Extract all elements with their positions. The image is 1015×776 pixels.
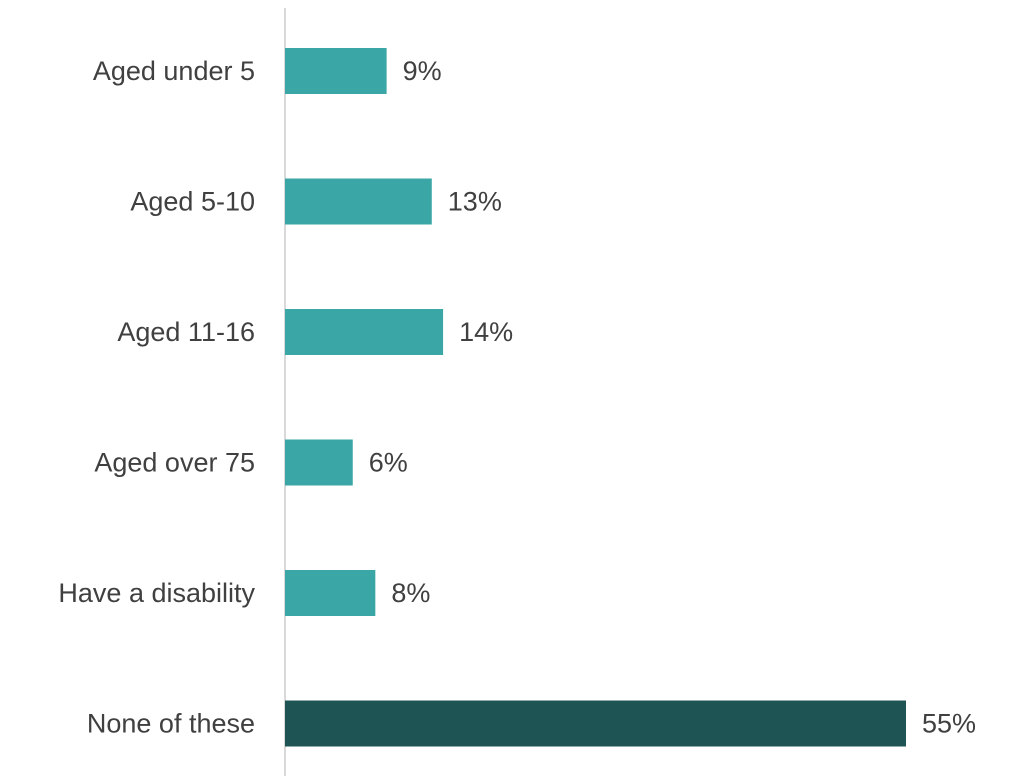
bar bbox=[285, 439, 353, 486]
data-label: 13% bbox=[448, 187, 502, 217]
bar bbox=[285, 700, 906, 747]
category-label: Aged over 75 bbox=[94, 448, 255, 478]
data-label: 55% bbox=[922, 709, 976, 739]
bars bbox=[285, 48, 906, 747]
value-labels: 9% 13% 14% 6% 8% 55% bbox=[369, 56, 976, 739]
data-label: 9% bbox=[403, 56, 442, 86]
category-label: None of these bbox=[87, 709, 255, 739]
bar bbox=[285, 309, 444, 355]
category-label: Aged 5-10 bbox=[130, 187, 255, 217]
data-label: 14% bbox=[459, 317, 513, 347]
category-label: Aged under 5 bbox=[93, 56, 255, 86]
category-label: Have a disability bbox=[58, 578, 255, 608]
data-label: 8% bbox=[391, 578, 430, 608]
bar bbox=[285, 570, 376, 616]
category-label: Aged 11-16 bbox=[117, 317, 255, 347]
category-labels: Aged under 5 Aged 5-10 Aged 11-16 Aged over… bbox=[58, 56, 255, 739]
bar bbox=[285, 48, 387, 94]
data-label: 6% bbox=[369, 448, 408, 478]
bar bbox=[285, 178, 432, 225]
